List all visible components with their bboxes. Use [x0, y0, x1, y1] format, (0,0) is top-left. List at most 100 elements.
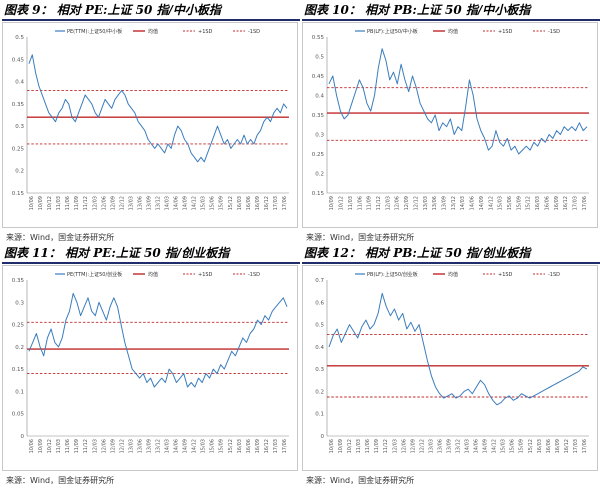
x-tick-label: 13/09: [147, 439, 153, 453]
x-tick-label: 17/06: [282, 196, 288, 210]
x-tick-label: 14/03: [460, 196, 466, 210]
x-tick-label: 13/12: [451, 196, 457, 210]
x-tick-label: 16/06: [546, 439, 552, 453]
y-tick-label: 0.15: [312, 191, 325, 197]
x-tick-label: 16/03: [237, 439, 243, 453]
y-tick-label: 0.2: [315, 389, 324, 395]
x-tick-label: 11/09: [374, 439, 380, 453]
title-rule: [2, 19, 300, 21]
x-tick-label: 12/12: [413, 196, 419, 210]
y-tick-label: 0.5: [15, 35, 24, 41]
legend: PB(LF):上证50/中小板 均值 +1SD -1SD: [355, 28, 560, 35]
y-tick-label: 0.1: [315, 412, 324, 418]
legend-plus-label: +1SD: [498, 29, 513, 35]
legend-minus-label: -1SD: [248, 272, 260, 278]
y-tick-label: 0.05: [12, 412, 25, 418]
x-tick-label: 10/06: [29, 439, 35, 453]
y-tick-label: 0.35: [12, 278, 25, 284]
y-tick-label: 0.1: [15, 389, 24, 395]
x-tick-label: 11/06: [65, 196, 71, 210]
x-tick-label: 16/12: [264, 439, 270, 453]
x-tick-label: 13/06: [432, 196, 438, 210]
x-tick-label: 12/03: [392, 439, 398, 453]
x-tick-label: 14/09: [183, 196, 189, 210]
x-tick-label: 14/06: [470, 196, 476, 210]
x-tick-label: 17/03: [273, 196, 279, 210]
x-tick-label: 17/06: [582, 196, 588, 210]
x-tick-label: 12/12: [119, 439, 125, 453]
x-tick-label: 13/12: [156, 439, 162, 453]
y-tick-label: 0.2: [15, 169, 24, 175]
x-tick-label: 12/06: [395, 196, 401, 210]
x-tick-label: 10/12: [339, 196, 345, 210]
chart-title: 图表 12： 相对 PB:上证 50 指/创业板指: [304, 246, 531, 260]
x-tick-label: 13/09: [447, 439, 453, 453]
x-tick-label: 10/09: [329, 196, 335, 210]
x-tick-label: 11/12: [383, 439, 389, 453]
x-tick-label: 13/03: [128, 439, 134, 453]
x-tick-label: 15/06: [210, 196, 216, 210]
legend-mean-label: 均值: [448, 28, 458, 35]
legend: PE(TTM):上证50/中小板 均值 +1SD -1SD: [55, 28, 260, 35]
title-rule: [302, 19, 600, 21]
y-tick-label: 0.3: [15, 124, 24, 130]
y-tick-label: 0.25: [12, 146, 25, 152]
source-note: 来源：Wind，国金证券研究所: [306, 476, 415, 485]
x-tick-label: 15/12: [228, 196, 234, 210]
x-tick-label: 15/12: [526, 196, 532, 210]
y-tick-label: 0.4: [15, 80, 24, 86]
x-tick-label: 14/12: [192, 196, 198, 210]
y-tick-label: 0.7: [315, 278, 324, 284]
x-tick-label: 15/09: [219, 196, 225, 210]
legend-series-label: PB(LF):上证50/中小板: [367, 28, 418, 35]
line-chart: PB(LF):上证50/创业板 均值 +1SD -1SD 0 0.1 0.2 0.3 0.4 0.…: [315, 271, 589, 453]
legend-series-label: PE(TTM):上证50/创业板: [67, 271, 122, 278]
x-tick-label: 14/12: [488, 196, 494, 210]
chart-area: PE(TTM):上证50/创业板 均值 +1SD -1SD 0 0.05 0.1 0.15 0.…: [2, 265, 298, 471]
y-tick-label: 0.3: [315, 133, 324, 139]
legend-mean-label: 均值: [148, 271, 158, 278]
x-tick-label: 16/12: [564, 439, 570, 453]
x-tick-label: 16/09: [255, 439, 261, 453]
x-tick-label: 12/06: [101, 196, 107, 210]
title-rule: [302, 262, 600, 264]
x-tick-label: 13/03: [428, 439, 434, 453]
legend-plus-label: +1SD: [198, 272, 213, 278]
x-tick-label: 10/12: [47, 196, 53, 210]
y-tick-label: 0.15: [12, 367, 25, 373]
x-tick-label: 13/12: [156, 196, 162, 210]
x-tick-label: 11/03: [56, 196, 62, 210]
x-tick-label: 14/06: [474, 439, 480, 453]
line-chart: PE(TTM):上证50/创业板 均值 +1SD -1SD 0 0.05 0.1 0.15 0.…: [12, 271, 289, 453]
y-tick-label: 0.45: [312, 74, 325, 80]
x-tick-label: 11/06: [357, 196, 363, 210]
x-tick-label: 15/09: [516, 196, 522, 210]
x-tick-label: 11/03: [56, 439, 62, 453]
x-tick-label: 15/03: [201, 439, 207, 453]
legend-mean-label: 均值: [148, 28, 158, 35]
x-tick-label: 15/03: [501, 439, 507, 453]
series-line: [28, 292, 288, 388]
x-tick-label: 12/03: [385, 196, 391, 210]
x-tick-label: 15/06: [210, 439, 216, 453]
legend: PB(LF):上证50/创业板 均值 +1SD -1SD: [355, 271, 560, 278]
y-tick-label: 0.35: [12, 102, 25, 108]
x-tick-label: 15/03: [498, 196, 504, 210]
x-tick-label: 11/06: [65, 439, 71, 453]
x-tick-label: 15/03: [201, 196, 207, 210]
x-tick-label: 12/09: [404, 196, 410, 210]
x-tick-label: 14/12: [192, 439, 198, 453]
chart-area: PB(LF):上证50/中小板 均值 +1SD -1SD 0.15 0.2 0.25 0.3 0…: [302, 22, 598, 228]
x-tick-label: 14/09: [479, 196, 485, 210]
x-tick-label: 10/12: [347, 439, 353, 453]
x-tick-label: 12/12: [119, 196, 125, 210]
x-tick-label: 11/09: [74, 439, 80, 453]
x-tick-label: 16/03: [535, 196, 541, 210]
x-tick-label: 14/12: [492, 439, 498, 453]
chart-title: 图表 9： 相对 PE:上证 50 指/中小板指: [4, 3, 221, 17]
line-chart: PE(TTM):上证50/中小板 均值 +1SD -1SD 0.15 0.2 0.25 0.3…: [12, 28, 289, 210]
y-tick-label: 0.35: [312, 113, 325, 119]
chart-title: 图表 10： 相对 PB:上证 50 指/中小板指: [304, 3, 531, 17]
y-tick-label: 0: [21, 434, 25, 440]
y-tick-label: 0.6: [315, 300, 324, 306]
